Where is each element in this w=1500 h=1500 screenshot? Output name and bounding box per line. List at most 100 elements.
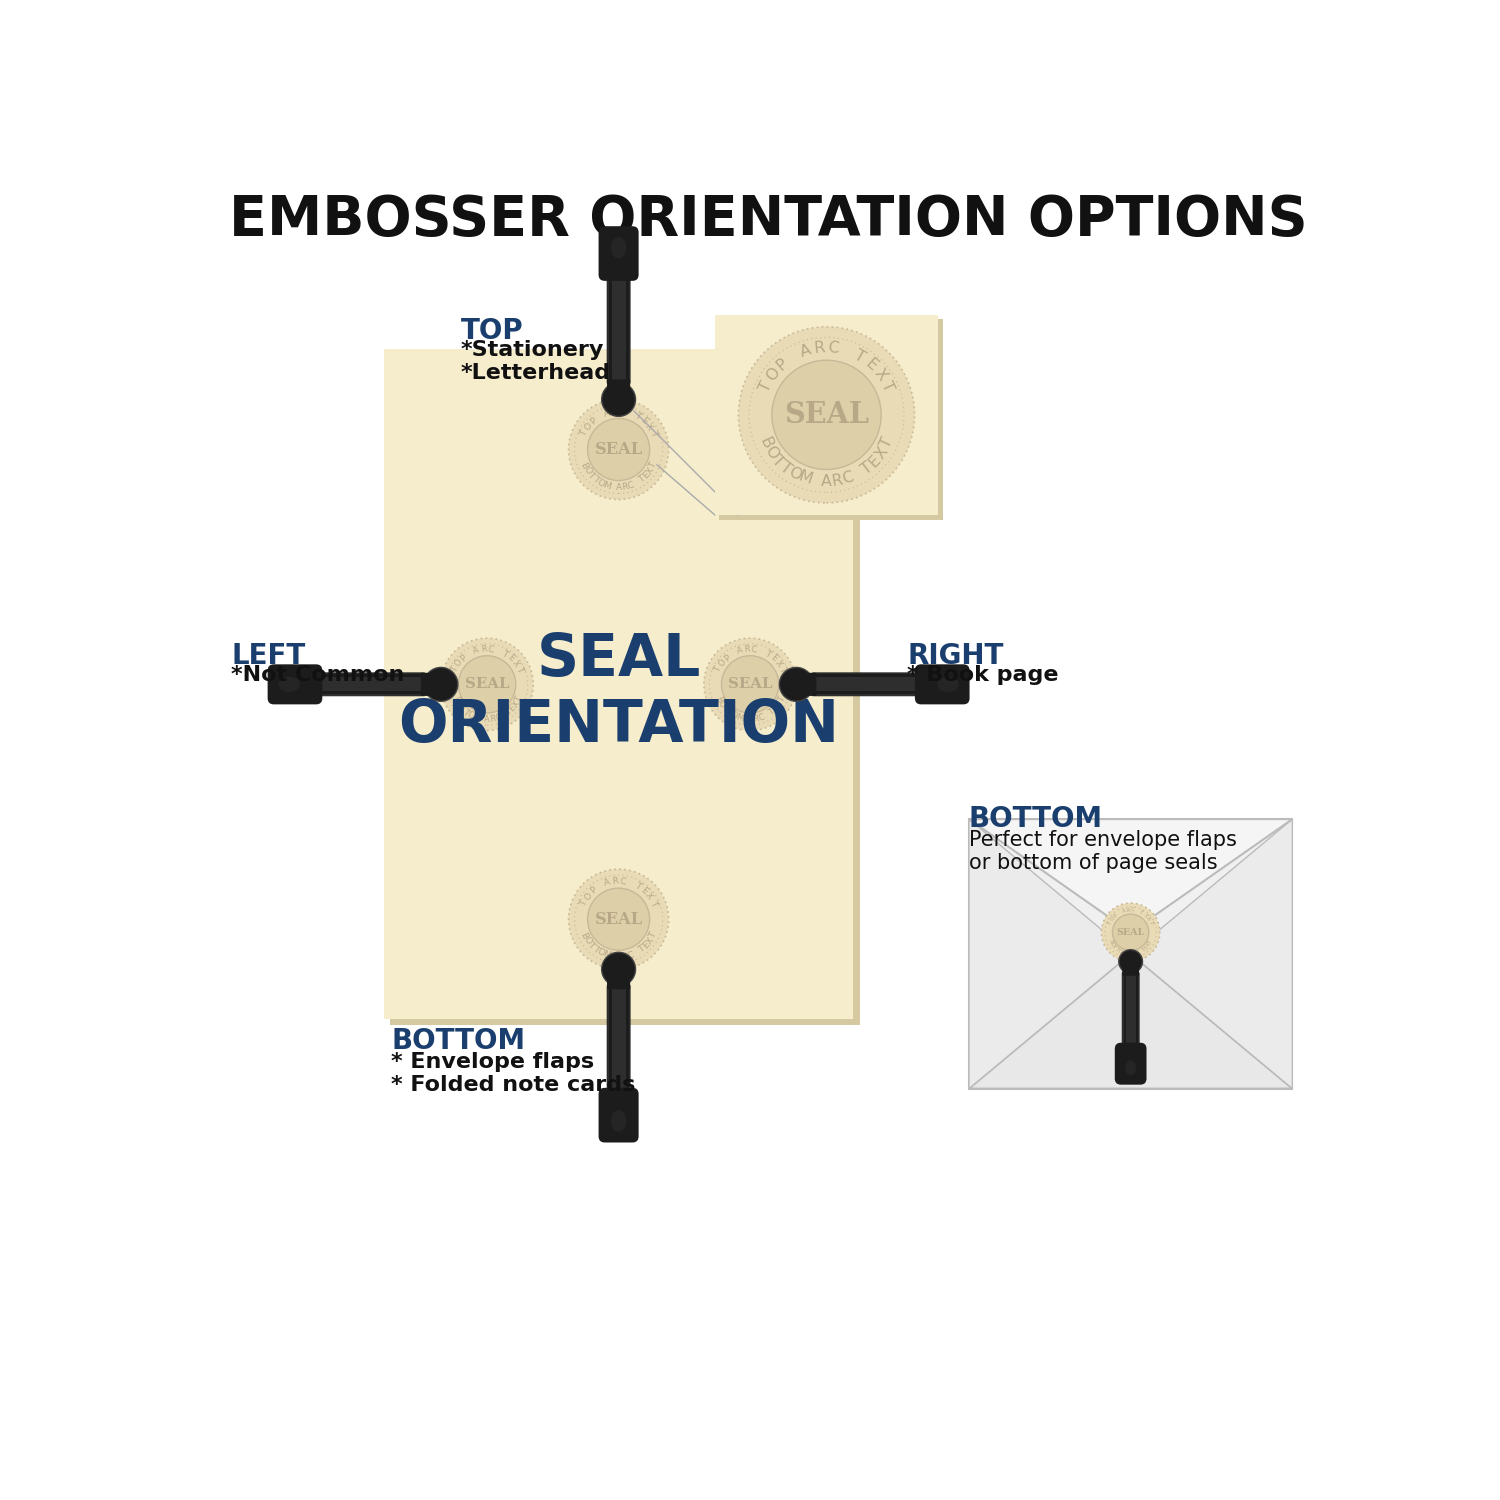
Text: T: T xyxy=(586,940,596,951)
FancyBboxPatch shape xyxy=(1122,972,1138,1050)
Text: T: T xyxy=(514,694,523,703)
Text: T: T xyxy=(879,435,896,450)
Bar xyxy=(813,675,921,678)
Text: T: T xyxy=(770,453,788,470)
Text: SEAL: SEAL xyxy=(728,678,772,692)
Text: A: A xyxy=(1122,908,1126,914)
Bar xyxy=(716,315,938,514)
Text: *Stationery
*Letterhead: *Stationery *Letterhead xyxy=(460,340,610,384)
Text: T: T xyxy=(758,380,774,394)
Text: B: B xyxy=(579,460,590,471)
Text: T: T xyxy=(1148,939,1154,944)
Circle shape xyxy=(722,656,778,712)
Text: C: C xyxy=(758,712,765,723)
Circle shape xyxy=(574,405,663,494)
Text: T: T xyxy=(591,474,600,484)
Text: M: M xyxy=(602,480,612,490)
Text: O: O xyxy=(717,658,728,669)
Text: O: O xyxy=(453,658,465,669)
Text: T: T xyxy=(1138,910,1144,916)
FancyBboxPatch shape xyxy=(1122,963,1138,976)
Text: E: E xyxy=(506,652,515,663)
Circle shape xyxy=(574,874,663,963)
Text: O: O xyxy=(582,934,592,946)
Text: O: O xyxy=(596,477,606,489)
Text: B: B xyxy=(1107,939,1113,945)
Text: E: E xyxy=(640,471,651,482)
Bar xyxy=(316,675,424,678)
Text: O: O xyxy=(1108,942,1116,948)
Text: A: A xyxy=(615,952,621,962)
Text: Perfect for envelope flaps
or bottom of page seals: Perfect for envelope flaps or bottom of … xyxy=(969,830,1238,873)
Text: O: O xyxy=(764,364,783,384)
Text: EMBOSSER ORIENTATION OPTIONS: EMBOSSER ORIENTATION OPTIONS xyxy=(230,194,1308,248)
Text: E: E xyxy=(1144,945,1149,951)
Text: O: O xyxy=(596,946,606,958)
Text: R: R xyxy=(489,714,496,724)
Text: T: T xyxy=(766,706,776,717)
Circle shape xyxy=(1119,950,1143,974)
Text: C: C xyxy=(840,470,855,488)
Bar xyxy=(609,986,612,1094)
Text: BOTTOM: BOTTOM xyxy=(392,1028,525,1054)
Text: T: T xyxy=(648,932,658,939)
FancyBboxPatch shape xyxy=(608,972,630,990)
Text: O: O xyxy=(729,710,738,722)
Text: X: X xyxy=(644,422,654,432)
Text: T: T xyxy=(633,880,642,891)
Text: B: B xyxy=(579,930,590,940)
Text: X: X xyxy=(644,891,654,902)
Text: T: T xyxy=(858,459,876,477)
Text: O: O xyxy=(465,710,476,722)
Text: M: M xyxy=(1120,951,1126,957)
Circle shape xyxy=(441,638,534,730)
Text: A: A xyxy=(735,645,744,656)
Text: A: A xyxy=(798,342,813,360)
Text: SEAL
ORIENTATION: SEAL ORIENTATION xyxy=(398,630,838,753)
Text: T: T xyxy=(1107,921,1113,926)
Bar xyxy=(720,320,944,519)
Text: C: C xyxy=(750,645,758,654)
Text: A: A xyxy=(484,716,490,724)
Text: P: P xyxy=(588,416,598,426)
Circle shape xyxy=(1106,906,1156,958)
Text: O: O xyxy=(786,465,804,483)
Text: T: T xyxy=(764,648,772,658)
Text: T: T xyxy=(636,945,646,954)
Text: X: X xyxy=(645,466,656,476)
Text: R: R xyxy=(742,645,750,654)
Text: B: B xyxy=(450,694,460,703)
FancyBboxPatch shape xyxy=(598,226,639,280)
Text: C: C xyxy=(620,876,626,886)
Circle shape xyxy=(459,656,516,712)
Text: T: T xyxy=(579,898,590,908)
Bar xyxy=(1124,974,1126,1048)
Text: T: T xyxy=(514,666,523,674)
FancyBboxPatch shape xyxy=(812,674,922,696)
Text: T: T xyxy=(579,429,590,438)
Text: X: X xyxy=(510,658,520,669)
Circle shape xyxy=(602,382,636,417)
Text: P: P xyxy=(774,356,790,374)
Circle shape xyxy=(772,360,880,470)
Text: E: E xyxy=(639,885,650,896)
Text: P: P xyxy=(459,652,470,663)
Bar xyxy=(626,274,628,382)
Text: *Not Common: *Not Common xyxy=(231,664,405,686)
Bar xyxy=(316,692,424,694)
Text: T: T xyxy=(636,474,646,484)
Ellipse shape xyxy=(610,1110,627,1131)
Circle shape xyxy=(568,399,669,500)
Text: SEAL: SEAL xyxy=(1116,928,1144,938)
Text: SEAL: SEAL xyxy=(784,400,868,429)
Text: R: R xyxy=(480,645,488,654)
Circle shape xyxy=(738,327,915,502)
FancyBboxPatch shape xyxy=(315,674,426,696)
Text: M: M xyxy=(471,712,482,723)
Text: E: E xyxy=(768,652,778,663)
FancyBboxPatch shape xyxy=(915,664,969,705)
Text: E: E xyxy=(1143,912,1148,918)
Text: * Book page: * Book page xyxy=(908,664,1059,686)
Text: BOTTOM: BOTTOM xyxy=(969,806,1102,832)
Text: X: X xyxy=(1146,916,1152,922)
